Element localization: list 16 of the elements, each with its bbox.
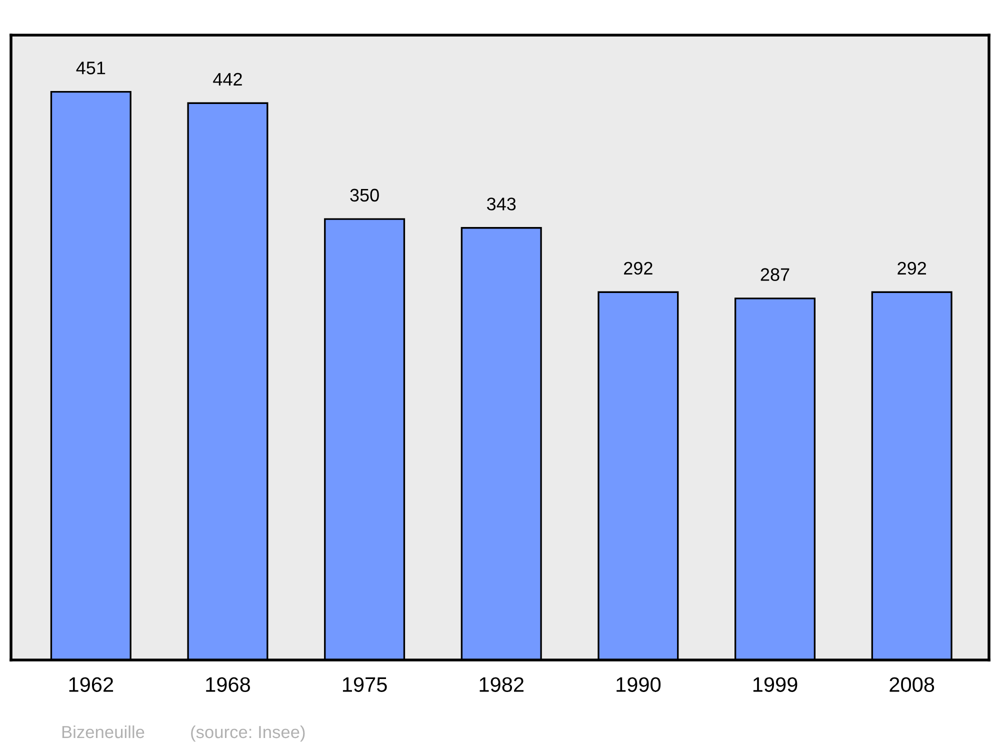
x-tick-label: 1975	[342, 677, 387, 692]
x-tick-label: 1990	[616, 677, 661, 692]
data-label: 292	[624, 262, 652, 275]
data-label: 287	[760, 268, 790, 281]
x-tick-label: 1962	[69, 677, 114, 692]
x-tick-label: 1968	[206, 677, 250, 692]
data-label: 451	[76, 62, 106, 74]
text: Bizeneuille	[62, 725, 144, 738]
x-tick-label: 1982	[480, 677, 524, 692]
data-label: 350	[350, 188, 379, 202]
data-label: 343	[486, 198, 516, 210]
x-tick-label: 1999	[753, 677, 798, 692]
text: (source: Insee)	[191, 725, 305, 742]
data-label: 442	[213, 72, 242, 86]
data-label: 292	[898, 262, 926, 275]
x-tick-label: 2008	[890, 677, 934, 692]
